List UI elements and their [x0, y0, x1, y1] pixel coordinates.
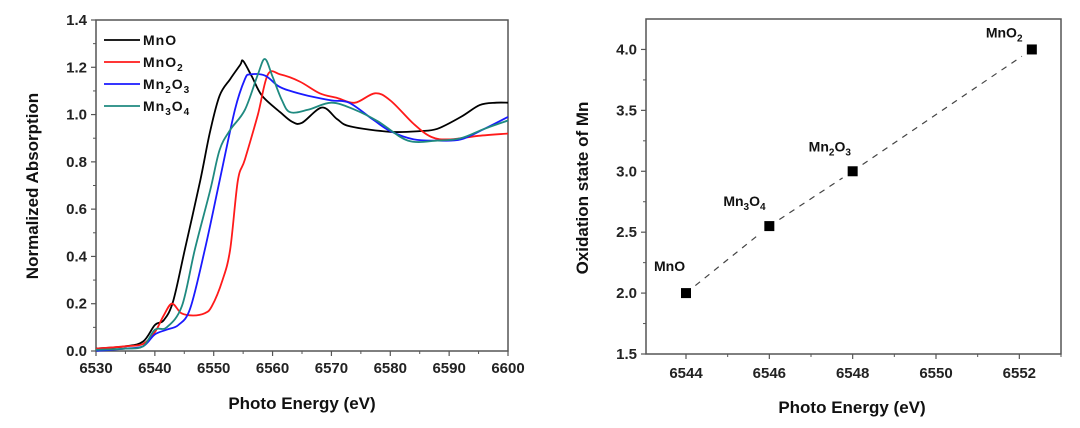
- x-tick-label: 6570: [315, 360, 348, 377]
- right-plot-frame: [645, 18, 1062, 355]
- point-label: MnO2: [986, 24, 1023, 44]
- x-tick-label: 6544: [669, 365, 703, 382]
- x-tick-label: 6590: [432, 360, 465, 377]
- x-tick-label: 6540: [138, 360, 171, 377]
- fit-line-segment: [862, 55, 1023, 166]
- series-line-mno: [95, 59, 509, 350]
- y-tick-label: 0.6: [66, 201, 87, 218]
- series-line-mno2: [95, 70, 509, 350]
- x-tick-label: 6560: [256, 360, 289, 377]
- series-line-mn2o3: [95, 73, 509, 352]
- data-point: [764, 221, 775, 232]
- left-x-ticks: 6530 6540 6550 6560 6570 6580 6590 6600: [79, 351, 525, 377]
- y-tick-label: 4.0: [616, 41, 637, 58]
- point-label: Mn2O3: [809, 138, 852, 158]
- left-y-axis-title: Normalized Absorption: [23, 93, 42, 279]
- y-tick-label: 1.0: [66, 107, 87, 124]
- x-tick-label: 6550: [197, 360, 230, 377]
- x-tick-label: 6548: [836, 365, 869, 382]
- legend-label: MnO2: [143, 54, 184, 74]
- legend-label: MnO: [143, 32, 177, 48]
- y-tick-label: 0.0: [66, 343, 87, 360]
- xanes-spectra-chart: 6530 6540 6550 6560 6570 6580 6590 6600 0.00.20…: [23, 12, 525, 413]
- fit-line-segment: [694, 233, 761, 287]
- y-tick-label: 0.4: [66, 248, 88, 265]
- left-curves: [95, 58, 509, 352]
- data-point: [681, 288, 691, 299]
- x-tick-label: 6546: [753, 365, 786, 382]
- right-y-ticks: 1.5 2.0 2.5 3.0 3.5 4.0: [616, 41, 646, 363]
- y-tick-label: 1.5: [616, 346, 637, 363]
- y-tick-label: 3.0: [616, 163, 637, 180]
- right-x-axis-title: Photo Energy (eV): [778, 398, 925, 417]
- x-tick-label: 6530: [79, 360, 112, 377]
- point-label: Mn3O4: [723, 193, 766, 213]
- oxidation-state-chart: MnO Mn3O4 Mn2O3 MnO2 6544 6546 6548 6550 6552 1…: [573, 18, 1062, 417]
- x-tick-label: 6552: [1003, 365, 1036, 382]
- right-x-ticks: 6544 6546 6548 6550 6552: [669, 354, 1062, 382]
- fit-line-segment: [779, 177, 843, 220]
- data-point: [1026, 44, 1037, 55]
- left-y-ticks: 0.0 0.2 0.4 0.6 0.8 1.0 1.2 1.4: [66, 12, 96, 360]
- series-line-mn3o4: [95, 58, 509, 351]
- y-tick-label: 1.2: [66, 59, 87, 76]
- x-tick-label: 6550: [919, 365, 952, 382]
- y-tick-label: 0.8: [66, 154, 87, 171]
- right-fit-line: [694, 55, 1023, 287]
- legend-label: Mn2O3: [143, 76, 190, 96]
- legend-item-mn3o4: Mn3O4: [104, 98, 190, 118]
- data-point: [847, 166, 858, 177]
- x-tick-label: 6580: [374, 360, 407, 377]
- legend-item-mn2o3: Mn2O3: [104, 76, 190, 96]
- left-x-axis-title: Photo Energy (eV): [228, 394, 375, 413]
- y-tick-label: 0.2: [66, 296, 87, 313]
- y-tick-label: 2.5: [616, 224, 637, 241]
- right-y-axis-title: Oxidation state of Mn: [573, 102, 592, 275]
- y-tick-label: 2.0: [616, 285, 637, 302]
- y-tick-label: 1.4: [66, 12, 88, 29]
- y-tick-label: 3.5: [616, 102, 637, 119]
- right-points: MnO Mn3O4 Mn2O3 MnO2: [654, 24, 1037, 299]
- legend-label: Mn3O4: [143, 98, 190, 118]
- point-label: MnO: [654, 258, 685, 274]
- x-tick-label: 6600: [491, 360, 524, 377]
- legend-item-mno: MnO: [104, 32, 177, 48]
- legend-item-mno2: MnO2: [104, 54, 184, 74]
